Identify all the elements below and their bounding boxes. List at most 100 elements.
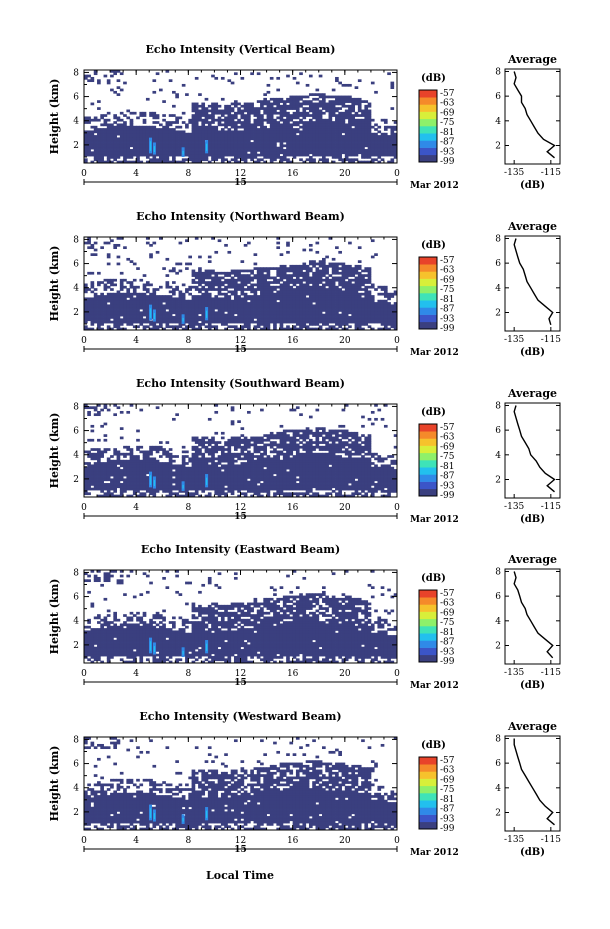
heatmap-cell <box>149 128 153 131</box>
heatmap-cell <box>263 137 267 141</box>
heatmap-cell <box>93 316 98 319</box>
heatmap-cell <box>237 288 241 291</box>
heatmap-cell <box>387 313 391 317</box>
heatmap-cell <box>155 473 160 477</box>
heatmap-cell <box>289 123 294 127</box>
heatmap-cell <box>380 316 385 319</box>
heatmap-cell <box>145 156 150 159</box>
heatmap-cell <box>240 306 245 310</box>
heatmap-cell <box>305 149 310 152</box>
heatmap-cell <box>331 297 336 301</box>
heatmap-cell <box>93 302 98 305</box>
heatmap-cell <box>344 320 349 324</box>
heatmap-cell <box>188 285 192 289</box>
heatmap-cell <box>237 121 241 124</box>
heatmap-cell <box>357 274 362 277</box>
heatmap-cell <box>341 267 346 270</box>
heatmap-cell <box>295 278 300 282</box>
heatmap-cell <box>292 144 297 148</box>
heatmap-cell <box>289 304 294 308</box>
heatmap-cell <box>214 320 219 324</box>
heatmap-cell <box>145 466 150 470</box>
heatmap-cell <box>377 311 382 315</box>
heatmap-cell <box>335 264 339 268</box>
heatmap-cell <box>103 309 108 312</box>
heatmap-cell <box>328 102 333 106</box>
heatmap-cell <box>233 128 238 131</box>
heatmap-cell <box>84 74 88 78</box>
heatmap-cell <box>158 445 163 449</box>
heatmap-cell <box>90 323 95 326</box>
heatmap-cell <box>354 114 359 117</box>
heatmap-cell <box>266 320 271 324</box>
heatmap-cell <box>308 292 313 296</box>
heatmap-cell <box>123 490 127 493</box>
heatmap-cell <box>370 304 375 308</box>
heatmap-cell <box>136 494 140 498</box>
heatmap-cell <box>295 281 300 284</box>
heatmap-cell <box>328 125 333 129</box>
heatmap-cell <box>357 318 362 322</box>
heatmap-cell <box>266 285 271 289</box>
heatmap-cell <box>260 114 264 117</box>
heatmap-cell <box>325 316 329 319</box>
heatmap-cell <box>158 144 163 148</box>
heatmap-cell <box>367 274 372 277</box>
heatmap-cell <box>152 327 157 331</box>
heatmap-cell <box>387 309 391 312</box>
heatmap-cell <box>338 118 342 122</box>
heatmap-cell <box>233 158 238 162</box>
heatmap-cell <box>361 276 365 280</box>
heatmap-cell <box>374 90 378 94</box>
heatmap-cell <box>348 306 352 310</box>
heatmap-cell <box>295 104 300 108</box>
heatmap-cell <box>126 318 131 322</box>
heatmap-cell <box>282 327 287 331</box>
heatmap-cell <box>93 473 98 477</box>
heatmap-cell <box>129 404 134 407</box>
heatmap-cell <box>90 297 95 301</box>
heatmap-cell <box>165 306 170 310</box>
heatmap-cell <box>328 318 333 322</box>
heatmap-cell <box>247 102 251 106</box>
heatmap-cell <box>348 271 352 275</box>
heatmap-cell <box>286 311 290 315</box>
heatmap-cell <box>191 107 196 110</box>
heatmap-cell <box>390 107 395 110</box>
heatmap-cell <box>233 274 238 277</box>
heatmap-cell <box>201 441 206 444</box>
heatmap-cell <box>201 469 206 472</box>
heatmap-cell <box>338 123 342 127</box>
heatmap-cell <box>266 109 271 113</box>
heatmap-cell <box>256 142 261 145</box>
heatmap-cell <box>331 309 336 312</box>
heatmap-cell <box>233 123 238 127</box>
heatmap-cell <box>253 137 258 141</box>
heatmap-cell <box>233 327 238 331</box>
heatmap-cell <box>224 153 228 157</box>
heatmap-cell <box>142 111 147 115</box>
heatmap-cell <box>315 109 320 113</box>
heatmap-cell <box>93 311 98 315</box>
heatmap-cell <box>276 97 281 101</box>
heatmap-cell <box>201 485 206 489</box>
heatmap-cell <box>181 132 186 136</box>
heatmap-cell <box>119 299 124 303</box>
heatmap-cell <box>194 153 199 157</box>
heatmap-cell <box>162 448 166 451</box>
heatmap-cell <box>191 132 196 136</box>
heatmap-cell <box>364 302 369 305</box>
heatmap-cell <box>217 130 222 134</box>
heatmap-cell <box>126 320 131 324</box>
heatmap-cell <box>247 327 251 331</box>
heatmap-cell <box>224 323 228 326</box>
heatmap-cell <box>132 487 137 491</box>
heatmap-cell <box>155 135 160 138</box>
heatmap-cell <box>276 309 281 312</box>
heatmap-cell <box>97 478 101 482</box>
heatmap-cell <box>126 257 131 261</box>
heatmap-cell <box>90 125 95 129</box>
heatmap-cell <box>286 142 290 145</box>
heatmap-cell <box>155 158 160 162</box>
heatmap-cell <box>211 269 215 273</box>
